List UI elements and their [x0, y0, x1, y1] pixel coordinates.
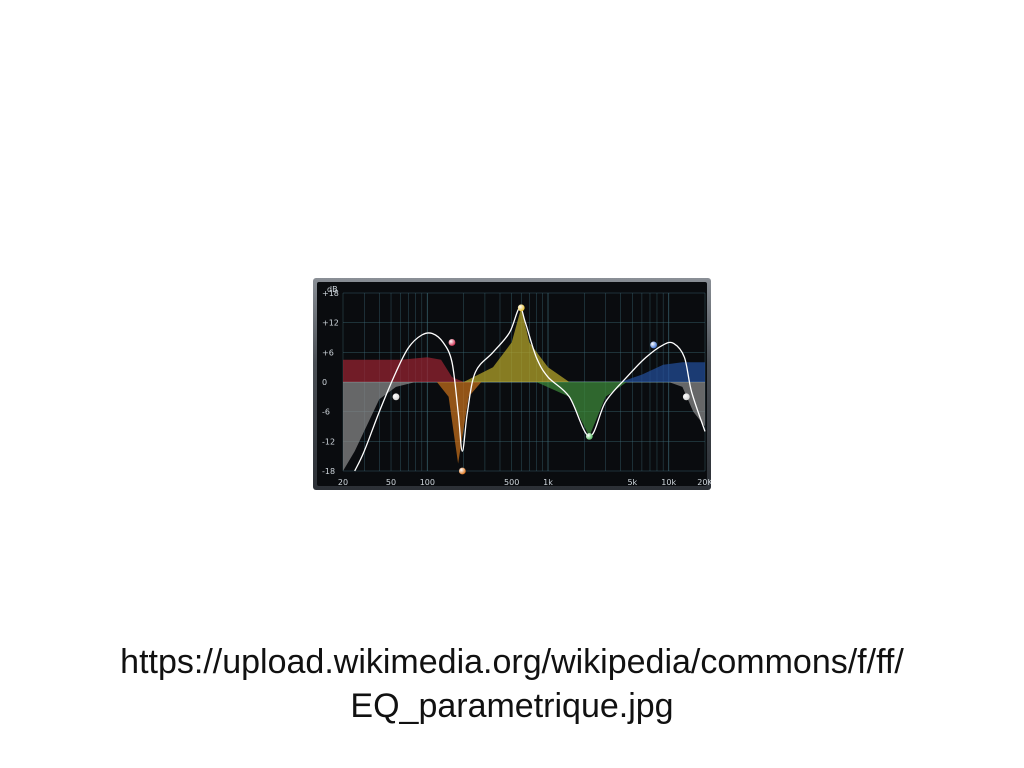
- eq-plugin-window: dB +18 +12 +6 0 -6 -12 -18 20 50 100 500 1k 5k 10k 20K: [313, 278, 711, 490]
- eq-band-7: [668, 382, 705, 427]
- x-tick-label: 20K: [697, 478, 711, 487]
- x-tick-label: 100: [420, 478, 435, 487]
- caption-line-2: EQ_parametrique.jpg: [350, 687, 674, 725]
- x-tick-label: 20: [338, 478, 348, 487]
- band-handle-3[interactable]: [458, 467, 466, 475]
- band-handle-2[interactable]: [448, 339, 456, 346]
- graph-background: [317, 282, 707, 486]
- y-tick-label: -12: [322, 437, 335, 446]
- y-tick-label: 0: [322, 378, 327, 387]
- y-tick-label: +12: [322, 319, 339, 328]
- image-source-caption: https://upload.wikimedia.org/wikipedia/c…: [0, 640, 1024, 728]
- y-tick-label: +18: [322, 289, 339, 298]
- y-tick-label: -6: [322, 408, 330, 417]
- band-handle-1[interactable]: [392, 393, 400, 401]
- band-handle-7[interactable]: [682, 393, 690, 401]
- x-tick-label: 1k: [543, 478, 553, 487]
- caption-line-1: https://upload.wikimedia.org/wikipedia/c…: [120, 643, 904, 681]
- band-handle-5[interactable]: [585, 432, 593, 440]
- eq-band-6: [343, 382, 416, 471]
- y-tick-label: -18: [322, 467, 335, 476]
- x-tick-label: 10k: [661, 478, 676, 487]
- x-tick-label: 500: [504, 478, 519, 487]
- y-axis-unit-label: dB: [327, 285, 338, 294]
- eq-band-5: [620, 362, 705, 382]
- eq-band-1: [343, 357, 464, 382]
- band-handle-6[interactable]: [650, 341, 657, 349]
- eq-response-curve: [354, 306, 706, 472]
- eq-band-4: [536, 382, 627, 437]
- x-tick-label: 50: [386, 478, 396, 487]
- y-tick-label: +6: [322, 348, 334, 357]
- x-tick-label: 5k: [627, 478, 637, 487]
- band-handle-4[interactable]: [517, 304, 525, 312]
- eq-band-3: [463, 307, 570, 382]
